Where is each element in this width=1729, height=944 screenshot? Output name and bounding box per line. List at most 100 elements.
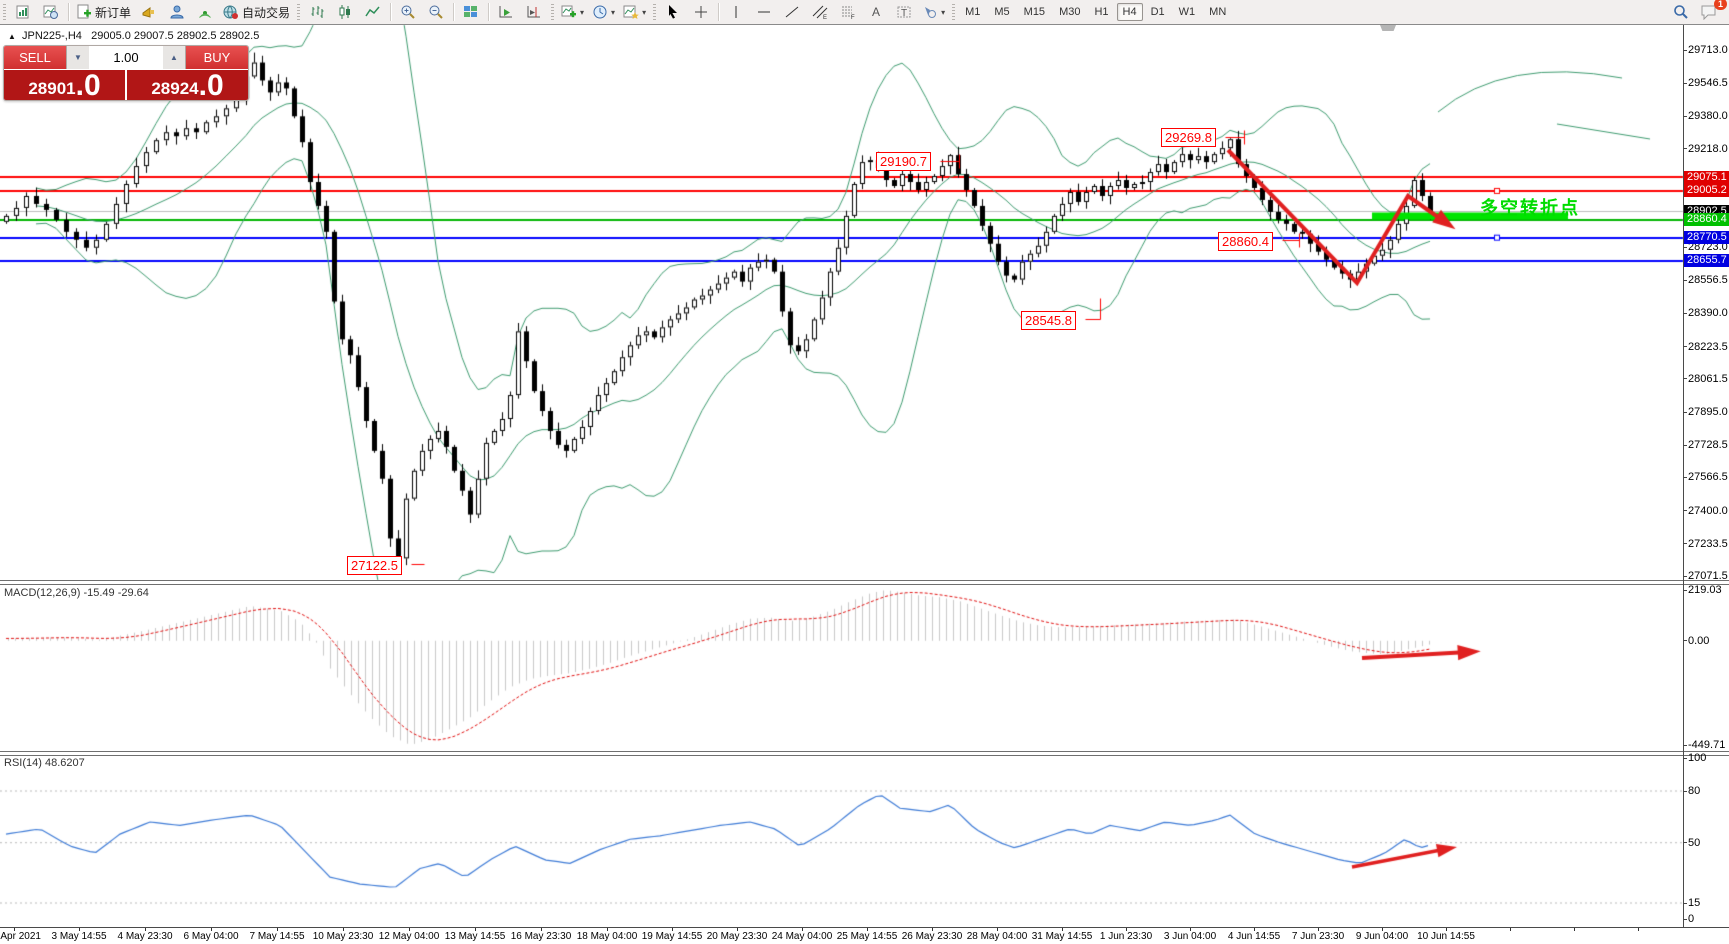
rsi-axis-label: 80 bbox=[1688, 785, 1701, 797]
time-axis-label[interactable]: 7 Jun 23:30 bbox=[1291, 931, 1345, 942]
time-tick bbox=[541, 928, 542, 931]
sell-button[interactable]: SELL bbox=[4, 46, 66, 69]
macd-tick bbox=[1683, 589, 1687, 591]
price-tick bbox=[1683, 82, 1687, 84]
time-tick bbox=[277, 928, 278, 931]
time-axis-label[interactable]: 6 May 04:00 bbox=[183, 931, 239, 942]
pane-separator-macd[interactable] bbox=[0, 580, 1729, 585]
time-axis-label[interactable]: 3 Jun 04:00 bbox=[1163, 931, 1217, 942]
macd-tick bbox=[1683, 640, 1687, 642]
rsi-label: RSI(14) 48.6207 bbox=[4, 757, 85, 769]
time-tick bbox=[672, 928, 673, 931]
time-axis-label[interactable]: 18 May 04:00 bbox=[576, 931, 638, 942]
time-tick bbox=[1574, 928, 1575, 931]
price-tick bbox=[1683, 543, 1687, 545]
price-badge: 29005.2 bbox=[1684, 184, 1729, 198]
time-tick bbox=[1382, 928, 1383, 931]
macd-axis-label: 0.00 bbox=[1688, 634, 1710, 647]
trend-note-text[interactable]: 多空转折点 bbox=[1480, 198, 1580, 218]
time-tick bbox=[475, 928, 476, 931]
price-badge: 28655.7 bbox=[1684, 254, 1729, 268]
time-tick bbox=[1126, 928, 1127, 931]
time-axis-line bbox=[0, 927, 1729, 928]
time-tick bbox=[737, 928, 738, 931]
time-axis-label[interactable]: 19 May 14:55 bbox=[641, 931, 703, 942]
time-tick bbox=[932, 928, 933, 931]
one-click-trade-panel: SELL ▼ 1.00 ▲ BUY 28901 .0 28924 .0 bbox=[3, 45, 249, 101]
pane-separator-rsi[interactable] bbox=[0, 751, 1729, 756]
volume-up-button[interactable]: ▲ bbox=[163, 46, 185, 69]
price-tick bbox=[1683, 346, 1687, 348]
macd-label: MACD(12,26,9) -15.49 -29.64 bbox=[4, 587, 149, 599]
time-tick bbox=[79, 928, 80, 931]
chart-scroll-thumb[interactable] bbox=[1380, 25, 1396, 31]
rsi-tick bbox=[1683, 757, 1687, 759]
price-axis-label: 27400.0 bbox=[1688, 504, 1728, 517]
price-annotation-label[interactable]: 29190.7 bbox=[876, 152, 931, 171]
price-badge: 28770.5 bbox=[1684, 231, 1729, 245]
price-axis-label: 28061.5 bbox=[1688, 372, 1728, 385]
time-tick bbox=[802, 928, 803, 931]
time-axis-label[interactable]: 25 May 14:55 bbox=[836, 931, 898, 942]
price-axis-line bbox=[1683, 25, 1684, 928]
buy-button[interactable]: BUY bbox=[186, 46, 248, 69]
symbol-timeframe: JPN225-,H4 bbox=[21, 30, 82, 42]
time-axis-label[interactable]: 30 Apr 2021 bbox=[0, 931, 41, 942]
price-tick bbox=[1683, 148, 1687, 150]
time-axis-label[interactable]: 13 May 14:55 bbox=[444, 931, 506, 942]
volume-input[interactable]: 1.00 bbox=[113, 50, 139, 65]
price-axis-label: 28556.5 bbox=[1688, 274, 1728, 287]
time-tick bbox=[343, 928, 344, 931]
time-axis-label[interactable]: 3 May 14:55 bbox=[51, 931, 107, 942]
time-tick bbox=[1062, 928, 1063, 931]
ohlc-values: 29005.0 29007.5 28902.5 28902.5 bbox=[91, 30, 260, 42]
price-annotation-label[interactable]: 29269.8 bbox=[1161, 128, 1216, 147]
time-axis-label[interactable]: 31 May 14:55 bbox=[1031, 931, 1093, 942]
time-axis-label[interactable]: 20 May 23:30 bbox=[706, 931, 768, 942]
price-tick bbox=[1683, 476, 1687, 478]
time-axis-label[interactable]: 1 Jun 23:30 bbox=[1099, 931, 1153, 942]
time-tick bbox=[1638, 928, 1639, 931]
ohlc-info: ▲ JPN225-,H4 29005.0 29007.5 28902.5 289… bbox=[8, 30, 259, 42]
price-axis-label: 27895.0 bbox=[1688, 406, 1728, 419]
time-axis-label[interactable]: 9 Jun 04:00 bbox=[1355, 931, 1409, 942]
time-axis-label[interactable]: 10 Jun 14:55 bbox=[1417, 931, 1475, 942]
time-axis-label[interactable]: 26 May 23:30 bbox=[901, 931, 963, 942]
price-tick bbox=[1683, 575, 1687, 577]
time-axis-label[interactable]: 4 May 23:30 bbox=[117, 931, 173, 942]
price-axis-label: 28223.5 bbox=[1688, 340, 1728, 353]
price-axis-label: 27071.5 bbox=[1688, 570, 1728, 582]
time-tick bbox=[1254, 928, 1255, 931]
price-tick bbox=[1683, 411, 1687, 413]
price-badge: 29075.1 bbox=[1684, 170, 1729, 184]
price-axis-label: 29546.5 bbox=[1688, 77, 1728, 90]
price-annotation-label[interactable]: 28860.4 bbox=[1218, 232, 1273, 251]
rsi-tick bbox=[1683, 902, 1687, 904]
time-axis-label[interactable]: 16 May 23:30 bbox=[510, 931, 572, 942]
time-axis-label[interactable]: 4 Jun 14:55 bbox=[1227, 931, 1281, 942]
time-axis-label[interactable]: 12 May 04:00 bbox=[378, 931, 440, 942]
time-axis-label[interactable]: 28 May 04:00 bbox=[966, 931, 1028, 942]
price-tick bbox=[1683, 444, 1687, 446]
time-axis-label[interactable]: 24 May 04:00 bbox=[771, 931, 833, 942]
symbol-arrow-icon: ▲ bbox=[8, 32, 16, 41]
price-tick bbox=[1683, 246, 1687, 248]
time-tick bbox=[867, 928, 868, 931]
buy-price[interactable]: 28924 .0 bbox=[127, 70, 248, 100]
time-tick bbox=[1446, 928, 1447, 931]
sell-price[interactable]: 28901 .0 bbox=[4, 70, 127, 100]
price-annotation-label[interactable]: 28545.8 bbox=[1021, 311, 1076, 330]
price-annotation-label[interactable]: 27122.5 bbox=[347, 556, 402, 575]
rsi-axis-label: 50 bbox=[1688, 836, 1701, 849]
time-axis-label[interactable]: 7 May 14:55 bbox=[249, 931, 305, 942]
time-axis-label[interactable]: 10 May 23:30 bbox=[312, 931, 374, 942]
volume-down-button[interactable]: ▼ bbox=[67, 46, 89, 69]
price-tick bbox=[1683, 49, 1687, 51]
chart-border bbox=[0, 24, 1729, 25]
macd-tick bbox=[1683, 744, 1687, 746]
rsi-axis-label: 15 bbox=[1688, 897, 1701, 909]
price-tick bbox=[1683, 312, 1687, 314]
price-axis-label: 29380.0 bbox=[1688, 110, 1728, 123]
